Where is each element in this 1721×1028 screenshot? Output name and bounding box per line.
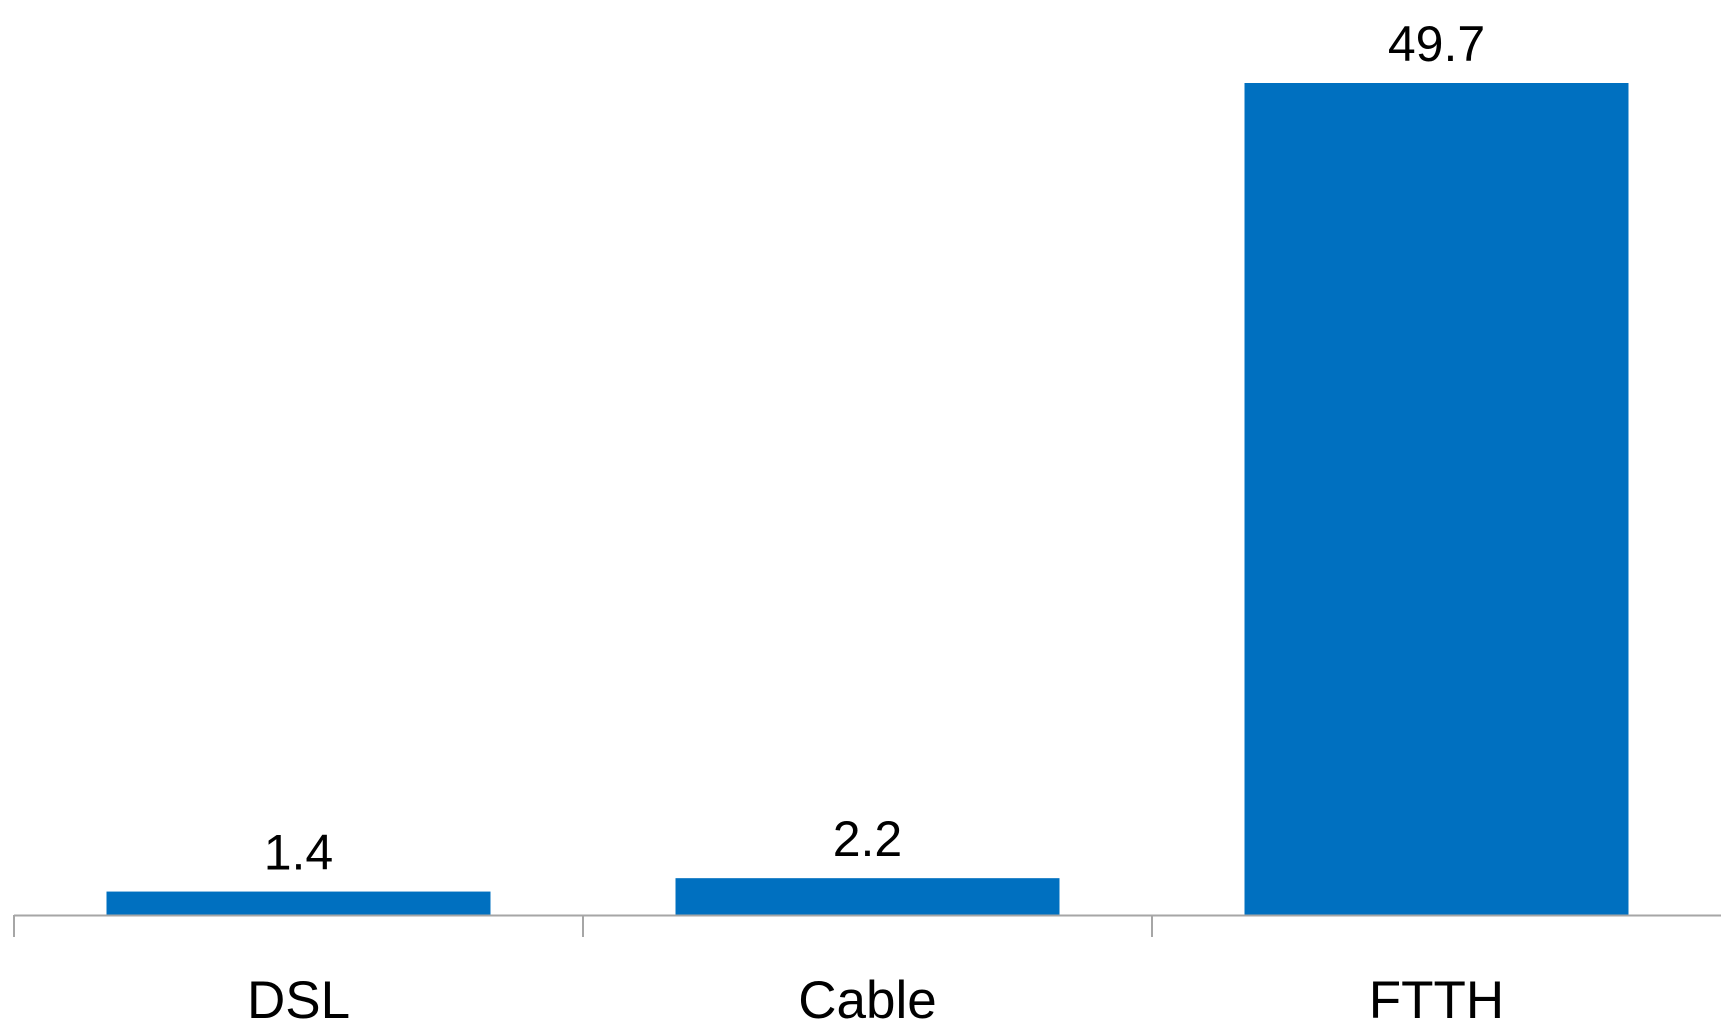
bars-layer	[106, 83, 1629, 915]
x-tick-labels-layer: DSL Cable FTTH	[247, 971, 1504, 1028]
x-tick-label-ftth: FTTH	[1369, 971, 1504, 1023]
bar-ftth	[1244, 83, 1629, 915]
data-label-cable: 2.2	[833, 811, 903, 867]
x-axis	[13, 914, 1721, 937]
bar-dsl	[106, 891, 491, 915]
x-tick-label-cable: Cable	[798, 971, 936, 1023]
data-label-ftth: 49.7	[1388, 16, 1485, 72]
x-tick-label-dsl: DSL	[247, 971, 350, 1023]
data-label-dsl: 1.4	[264, 825, 334, 881]
data-labels-layer: 1.4 2.2 49.7	[264, 16, 1485, 881]
bar-cable	[675, 878, 1060, 915]
